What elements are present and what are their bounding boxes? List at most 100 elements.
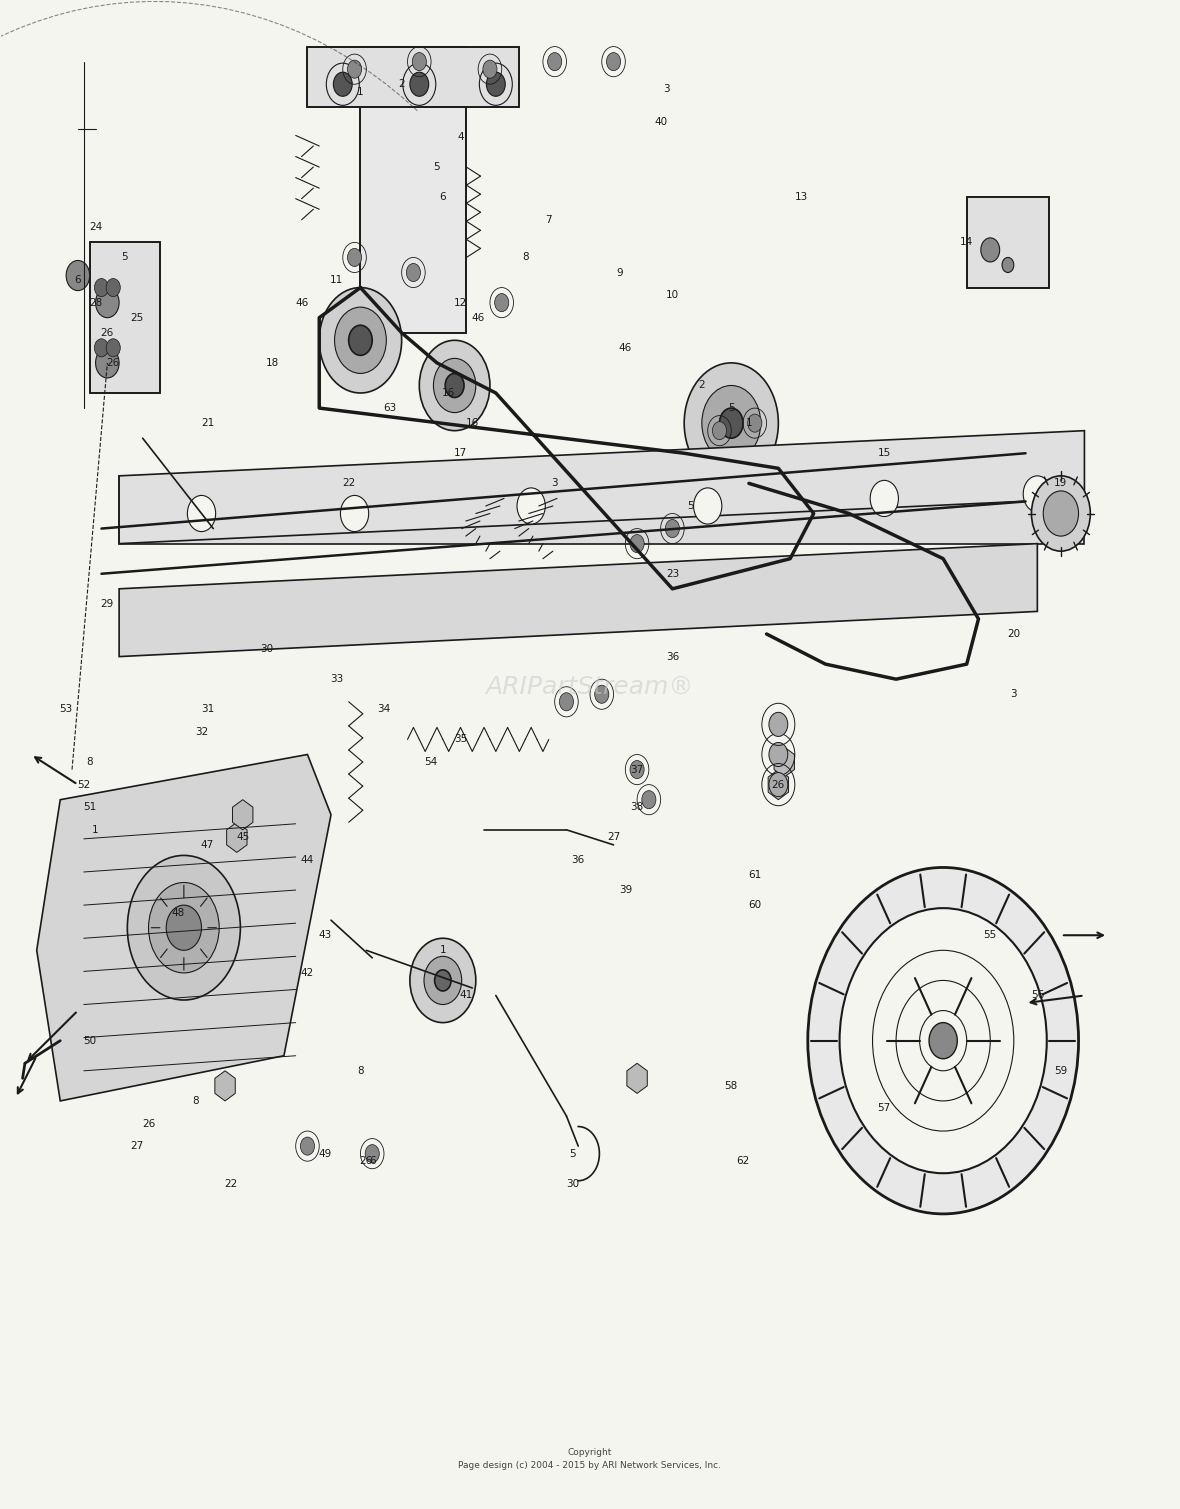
Circle shape [684, 362, 779, 483]
Polygon shape [119, 543, 1037, 656]
Text: 5: 5 [122, 252, 129, 263]
Text: 9: 9 [616, 267, 623, 278]
Text: ARIPartStream®: ARIPartStream® [486, 675, 694, 699]
Text: 35: 35 [454, 735, 467, 744]
Text: 49: 49 [319, 1148, 332, 1159]
Circle shape [702, 385, 761, 460]
Text: 4: 4 [457, 131, 464, 142]
Bar [966, 198, 1049, 288]
Text: 8: 8 [358, 1065, 363, 1076]
Circle shape [694, 487, 722, 524]
Text: 51: 51 [83, 803, 97, 812]
Circle shape [642, 791, 656, 809]
Text: 61: 61 [748, 871, 761, 880]
Text: 2: 2 [699, 380, 706, 391]
Text: 25: 25 [130, 312, 144, 323]
Circle shape [406, 264, 420, 282]
Polygon shape [215, 1071, 235, 1102]
Text: 16: 16 [466, 418, 479, 429]
Text: 39: 39 [618, 886, 632, 895]
Circle shape [409, 939, 476, 1023]
Text: 46: 46 [472, 312, 485, 323]
Text: 8: 8 [192, 1096, 199, 1106]
Circle shape [433, 358, 476, 412]
Text: 62: 62 [736, 1156, 749, 1166]
Text: 42: 42 [301, 967, 314, 978]
Circle shape [106, 340, 120, 356]
Text: 5: 5 [687, 501, 694, 512]
Circle shape [149, 883, 219, 973]
Polygon shape [774, 747, 794, 777]
Text: 38: 38 [630, 803, 644, 812]
Bar [966, 198, 1049, 288]
Text: Copyright
Page design (c) 2004 - 2015 by ARI Network Services, Inc.: Copyright Page design (c) 2004 - 2015 by… [459, 1449, 721, 1470]
Bar [90, 243, 160, 392]
Text: 29: 29 [100, 599, 114, 608]
Circle shape [434, 970, 451, 991]
Text: 8: 8 [522, 252, 529, 263]
Text: 30: 30 [565, 1179, 579, 1189]
Circle shape [720, 407, 743, 438]
Text: 7: 7 [545, 214, 552, 225]
Circle shape [94, 340, 109, 356]
Circle shape [494, 294, 509, 312]
Circle shape [981, 238, 999, 263]
Text: 1: 1 [439, 945, 446, 955]
Text: 12: 12 [454, 297, 467, 308]
Circle shape [1031, 475, 1090, 551]
Circle shape [347, 249, 361, 267]
Polygon shape [768, 770, 788, 800]
Text: 32: 32 [195, 727, 208, 736]
Text: 26: 26 [142, 1118, 155, 1129]
Circle shape [96, 347, 119, 377]
Circle shape [929, 1023, 957, 1059]
Text: 6: 6 [74, 275, 81, 285]
Text: 50: 50 [83, 1035, 97, 1046]
Text: 19: 19 [1054, 478, 1068, 489]
Circle shape [335, 308, 386, 373]
Circle shape [340, 495, 368, 531]
Text: 26: 26 [100, 327, 114, 338]
Text: 17: 17 [454, 448, 467, 459]
Text: 26: 26 [360, 1156, 373, 1166]
Text: 46: 46 [295, 297, 308, 308]
Polygon shape [627, 1064, 648, 1094]
Text: 54: 54 [425, 758, 438, 767]
Circle shape [1023, 475, 1051, 512]
Text: 6: 6 [439, 192, 446, 202]
Circle shape [713, 421, 727, 439]
Text: 5: 5 [728, 403, 735, 413]
Circle shape [808, 868, 1079, 1213]
Text: 6: 6 [369, 1156, 375, 1166]
Text: 13: 13 [795, 192, 808, 202]
Text: 36: 36 [571, 856, 585, 865]
Circle shape [127, 856, 241, 1000]
Circle shape [870, 480, 898, 516]
Circle shape [630, 534, 644, 552]
Text: 20: 20 [1008, 629, 1021, 638]
Text: 58: 58 [725, 1080, 738, 1091]
Circle shape [424, 957, 461, 1005]
Text: 26: 26 [106, 358, 120, 368]
Circle shape [483, 60, 497, 78]
Text: 3: 3 [551, 478, 558, 489]
Text: 63: 63 [384, 403, 396, 413]
Polygon shape [227, 822, 247, 853]
Text: 45: 45 [236, 833, 249, 842]
Text: 41: 41 [460, 990, 473, 1000]
Circle shape [94, 279, 109, 297]
Text: 31: 31 [201, 705, 214, 714]
Polygon shape [119, 430, 1084, 543]
Text: 3: 3 [1010, 690, 1017, 699]
Circle shape [559, 693, 573, 711]
Circle shape [1002, 258, 1014, 273]
Circle shape [334, 72, 352, 97]
Circle shape [769, 773, 788, 797]
Text: 18: 18 [266, 358, 278, 368]
Text: 1: 1 [358, 86, 363, 97]
Text: 52: 52 [77, 780, 91, 789]
Text: 10: 10 [666, 290, 678, 300]
Text: 57: 57 [878, 1103, 891, 1114]
Bar [360, 47, 466, 333]
Circle shape [769, 742, 788, 767]
